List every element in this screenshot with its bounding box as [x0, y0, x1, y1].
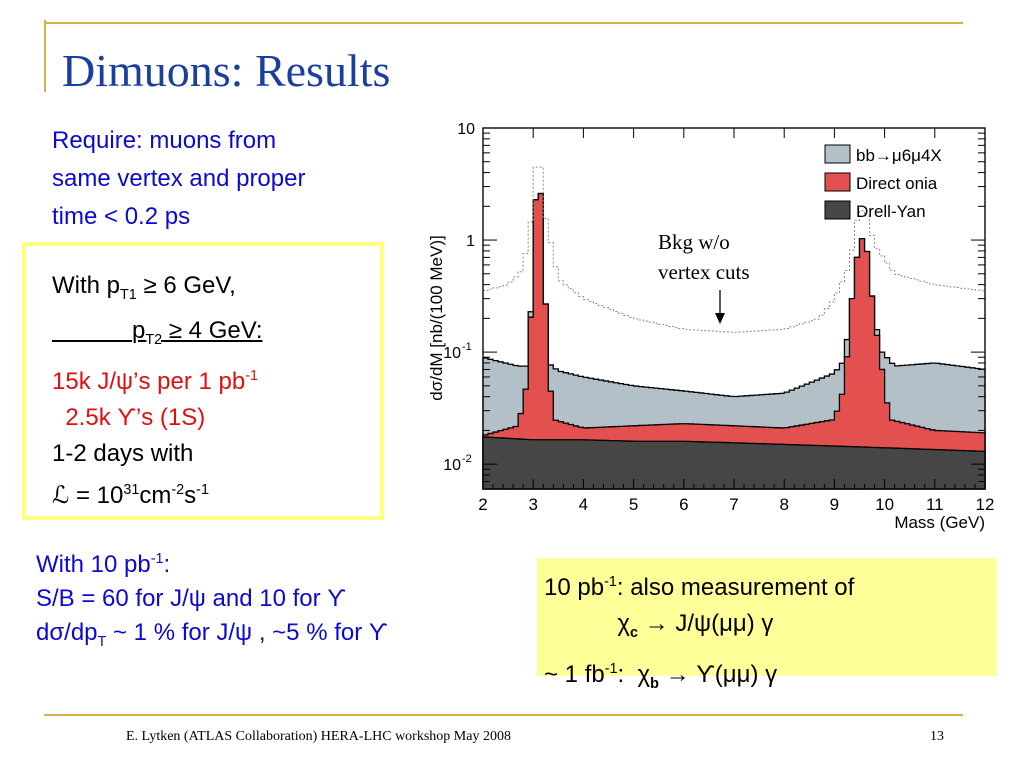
- with10-line: With 10 pb-1:: [36, 542, 387, 582]
- legend-swatch: [824, 200, 851, 220]
- jpsi-yield-line: 15k J/ψ’s per 1 pb-1: [52, 358, 382, 400]
- lumi-cm: cm: [139, 481, 172, 509]
- bkg-annotation-line-1: Bkg w/o vertex cuts: [658, 230, 750, 284]
- lumi-s: s: [184, 481, 197, 509]
- pt1-text: With p: [52, 272, 121, 299]
- footer-credit: E. Lytken (ATLAS Collaboration) HERA-LHC…: [126, 729, 511, 744]
- pt2-value: ≥ 4 GeV:: [162, 316, 263, 344]
- y-tick-exponent: -2: [462, 453, 472, 465]
- legend-label: Direct onia: [856, 174, 938, 193]
- lumi-exp: 31: [123, 481, 140, 498]
- pt2-line: pT2 ≥ 4 GeV:: [52, 313, 382, 358]
- meas-line-3: ~ 1 fb-1: χb → ϒ(μμ) γ: [544, 651, 854, 702]
- slide-title: Dimuons: Results: [62, 45, 391, 96]
- x-tick-label: 8: [779, 495, 788, 514]
- days-line: 1-2 days with: [52, 439, 194, 467]
- bkg-no-vertex-line: [483, 166, 985, 333]
- x-tick-label: 10: [875, 495, 894, 514]
- lumi-cm-exp: -2: [171, 481, 185, 498]
- chi-b-sub: b: [650, 675, 659, 692]
- y-tick-label: 10: [457, 121, 475, 138]
- pt1-sub: T1: [120, 286, 137, 303]
- jpsi-yield-text: 15k J/ψ’s per 1 pb: [52, 367, 246, 395]
- x-tick-label: 6: [679, 495, 688, 514]
- decorative-top-line: [44, 22, 963, 24]
- jpsi-yield-sup: -1: [245, 367, 259, 384]
- upsilon-yield-line: 2.5k ϒ’s (1S): [52, 403, 206, 431]
- meas-text-1b: : also measurement of: [616, 574, 855, 601]
- legend-label: bb→μ6μ4X: [856, 146, 942, 165]
- y-tick-exponent: -1: [462, 341, 472, 353]
- meas-sup-1: -1: [604, 574, 617, 590]
- require-line: Require: muons from: [52, 127, 277, 154]
- pt2-text: p: [132, 316, 146, 344]
- dsigma-line: dσ/dpT ~ 1 % for J/ψ , ~5 % for ϒ: [36, 616, 387, 659]
- meas-sup-3: -1: [604, 660, 618, 677]
- sb-line: S/B = 60 for J/ψ and 10 for ϒ: [36, 585, 346, 612]
- measurement-text: 10 pb-1: also measurement of χc → J/ψ(μμ…: [544, 564, 854, 702]
- conditions-box: [22, 242, 384, 520]
- x-tick-label: 7: [729, 495, 738, 514]
- measurement-box: [537, 558, 997, 676]
- footer-divider: [44, 714, 963, 716]
- decorative-vertical-line: [44, 20, 46, 92]
- meas-text-3c: → ϒ(μμ) γ: [658, 660, 778, 688]
- annotation-arrowhead: [715, 313, 725, 324]
- meas-text-1: 10 pb: [544, 574, 605, 601]
- y-axis-label: dσ/dM [nb/(100 MeV)]: [427, 235, 446, 400]
- x-tick-label: 5: [629, 495, 638, 514]
- series-direct-onia-fill: [482, 192, 986, 490]
- dsigma-value: ~ 1 % for J/ψ , ~5 % for ϒ: [106, 619, 388, 646]
- legend-label: Drell-Yan: [856, 202, 926, 221]
- x-tick-label: 4: [579, 495, 588, 514]
- series-bkg-no-vertex-cuts-line: [483, 166, 985, 333]
- series-drell-yan-fill: [482, 436, 986, 490]
- plot-frame-top: [482, 127, 986, 490]
- x-tick-label: 3: [528, 495, 537, 514]
- require-text: Require: muons from same vertex and prop…: [52, 122, 412, 236]
- chi-symbol: χ: [617, 610, 630, 637]
- legend-swatch: [824, 172, 851, 192]
- histogram-fills: [482, 192, 986, 490]
- with10-text: With 10 pb: [36, 551, 151, 578]
- x-axis-label: Mass (GeV): [894, 513, 985, 532]
- dsigma-sub: T: [97, 633, 107, 650]
- pt1-value: ≥ 6 GeV,: [136, 272, 236, 299]
- meas-text-3: ~ 1 fb: [544, 660, 605, 688]
- pt2-pad: [52, 317, 132, 344]
- x-tick-label: 2: [478, 495, 487, 514]
- with10-sup: -1: [150, 551, 164, 567]
- x-tick-label: 11: [926, 495, 944, 514]
- x-tick-label: 9: [830, 495, 839, 514]
- require-line: time < 0.2 ps: [52, 203, 191, 230]
- meas-text-3b: : χ: [617, 660, 651, 688]
- require-line: same vertex and proper: [52, 165, 306, 192]
- legend-swatch: [824, 144, 851, 164]
- luminosity-line: ℒ = 1031cm-2s-1: [52, 472, 382, 514]
- dsigma-text: dσ/dp: [36, 619, 98, 646]
- x-tick-label: 12: [976, 495, 995, 514]
- meas-line-2: χc → J/ψ(μμ) γ: [544, 606, 854, 651]
- y-tick-label: 1: [466, 233, 475, 250]
- with10-colon: :: [163, 551, 171, 578]
- meas-line-1: 10 pb-1: also measurement of: [544, 564, 854, 606]
- chi-c-sub: c: [629, 624, 638, 641]
- page-number: 13: [930, 729, 944, 744]
- lumi-s-exp: -1: [196, 481, 209, 498]
- pt2-sub: T2: [145, 331, 163, 348]
- meas-text-2: → J/ψ(μμ) γ: [637, 610, 774, 637]
- pt1-line: With pT1 ≥ 6 GeV,: [52, 268, 382, 313]
- y-tick-label: 10: [443, 457, 461, 474]
- lumi-text: ℒ = 10: [52, 481, 124, 509]
- sb-summary: With 10 pb-1: S/B = 60 for J/ψ and 10 fo…: [36, 542, 387, 659]
- meas-pad: [544, 610, 617, 637]
- legend: bb→μ6μ4X Direct onia Drell-Yan: [824, 144, 942, 221]
- y-tick-label: 10: [443, 345, 461, 362]
- conditions-text: With pT1 ≥ 6 GeV, pT2 ≥ 4 GeV: 15k J/ψ’s…: [52, 268, 382, 514]
